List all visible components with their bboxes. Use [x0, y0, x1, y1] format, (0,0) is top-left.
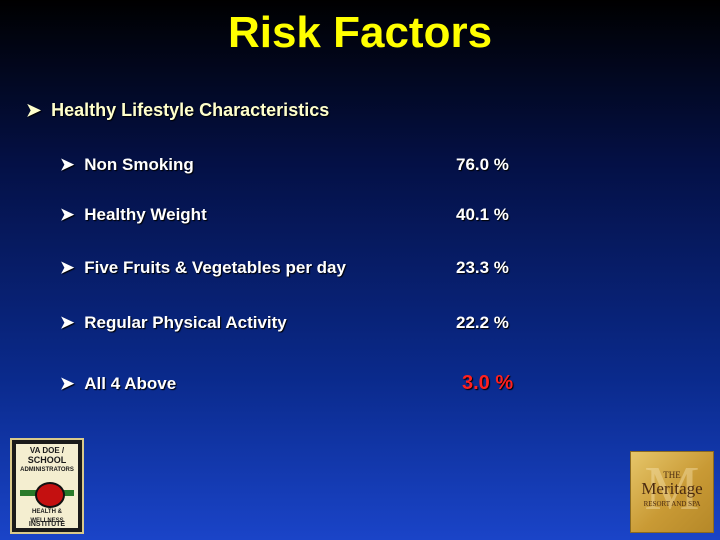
logo-text: HEALTH & WELLNESS: [30, 509, 64, 524]
arrow-bullet-icon: ➤: [60, 205, 75, 224]
item-value: 22.2 %: [456, 313, 509, 332]
arrow-bullet-icon: ➤: [60, 258, 75, 277]
logo-text: THE: [663, 470, 681, 480]
logo-text: SCHOOL: [27, 455, 67, 465]
logo-monogram-icon: M: [644, 455, 700, 523]
list-item: ➤ Five Fruits & Vegetables per day 23.3 %: [60, 258, 560, 284]
school-administrators-institute-logo: VA DOE / SCHOOL ADMINISTRATORS HEALTH & …: [10, 438, 84, 534]
list-item: ➤ Non Smoking 76.0 %: [60, 155, 560, 181]
arrow-bullet-icon: ➤: [60, 313, 75, 332]
item-value: 40.1 %: [456, 205, 509, 224]
meritage-resort-logo: M THE Meritage RESORT AND SPA: [630, 451, 714, 533]
logo-text: RESORT AND SPA: [643, 500, 701, 508]
item-label: ➤ Non Smoking: [60, 155, 194, 174]
item-value: 23.3 %: [456, 258, 509, 277]
arrow-bullet-icon: ➤: [60, 374, 75, 393]
item-label: ➤ Healthy Weight: [60, 205, 207, 224]
item-label: ➤ Five Fruits & Vegetables per day: [60, 258, 346, 277]
slide-title: Risk Factors: [227, 8, 493, 57]
arrow-bullet-icon: ➤: [26, 100, 42, 120]
list-item: ➤ All 4 Above 3.0 %: [60, 372, 560, 400]
logo-text: ADMINISTRATORS: [20, 467, 74, 473]
item-label: ➤ Regular Physical Activity: [60, 313, 287, 332]
logo-text: Meritage: [641, 479, 703, 498]
logo-text: INSTITUTE: [28, 521, 66, 528]
logo-text: VA DOE /: [29, 446, 65, 455]
arrow-bullet-icon: ➤: [60, 155, 75, 174]
list-item: ➤ Regular Physical Activity 22.2 %: [60, 313, 560, 339]
item-value: 76.0 %: [456, 155, 509, 174]
main-bullet-label: Healthy Lifestyle Characteristics: [51, 100, 330, 120]
list-item: ➤ Healthy Weight 40.1 %: [60, 205, 560, 231]
item-value-highlight: 3.0 %: [462, 372, 514, 394]
main-bullet: ➤ Healthy Lifestyle Characteristics: [26, 100, 329, 121]
logo-emblem-icon: [35, 482, 65, 508]
logo-panel: VA DOE / SCHOOL ADMINISTRATORS HEALTH & …: [16, 444, 78, 528]
item-label: ➤ All 4 Above: [60, 374, 177, 393]
